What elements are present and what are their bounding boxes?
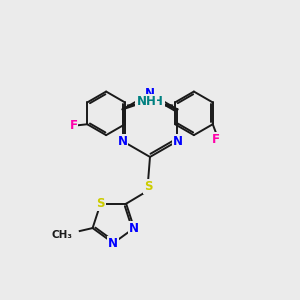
Text: N: N [108, 237, 118, 250]
Text: S: S [144, 180, 152, 193]
Text: N: N [145, 87, 155, 100]
Text: S: S [96, 197, 105, 210]
Text: F: F [69, 119, 77, 132]
Text: F: F [212, 133, 220, 146]
Text: NH: NH [136, 95, 156, 108]
Text: CH₃: CH₃ [52, 230, 73, 240]
Text: N: N [129, 222, 139, 235]
Text: NH: NH [144, 95, 164, 108]
Text: N: N [172, 135, 182, 148]
Text: N: N [118, 135, 128, 148]
